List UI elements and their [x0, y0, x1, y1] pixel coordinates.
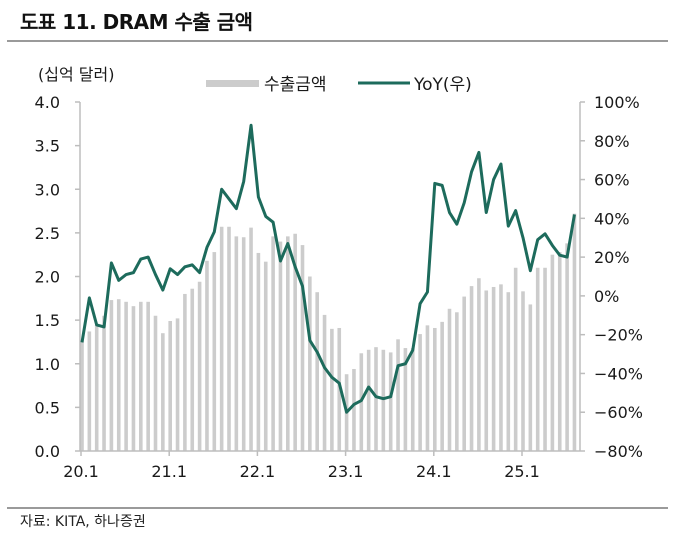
- bar: [507, 292, 511, 451]
- bar: [95, 324, 99, 451]
- bar: [264, 262, 268, 451]
- bar: [124, 302, 128, 451]
- bar: [411, 348, 415, 451]
- bar: [374, 347, 378, 451]
- bar: [426, 325, 430, 451]
- bar: [462, 297, 466, 451]
- chart: 0.0 0.5 1.0 1.5 2.0 2.5 3.0 3.5 4.0 −80% −60% −40% −…: [0, 0, 674, 500]
- bar: [220, 227, 224, 451]
- bar: [389, 352, 393, 451]
- bar: [536, 268, 540, 451]
- bar: [470, 286, 474, 451]
- bar: [279, 242, 283, 451]
- x-tick-label: 23.1: [328, 462, 364, 481]
- legend: 수출금액 YoY(우): [206, 75, 472, 95]
- legend-bar-label: 수출금액: [264, 75, 327, 95]
- y-left-tick-label: 3.0: [35, 180, 60, 199]
- bar: [213, 252, 217, 451]
- bar: [205, 261, 209, 451]
- bar: [323, 315, 327, 451]
- bar: [301, 245, 305, 451]
- x-tick-label: 20.1: [63, 462, 99, 481]
- y-left-tick-label: 0.5: [35, 398, 60, 417]
- y-right-tick-label: 60%: [594, 171, 630, 190]
- bar: [448, 309, 452, 451]
- bar: [88, 331, 92, 451]
- y-right-tick-label: −80%: [594, 442, 643, 461]
- bar: [440, 322, 444, 451]
- y-left-unit-label: (십억 달러): [38, 65, 114, 84]
- y-right-tick-label: 40%: [594, 209, 630, 228]
- bar: [484, 290, 488, 451]
- y-left-tick-label: 4.0: [35, 93, 60, 112]
- x-tick-label: 24.1: [416, 462, 452, 481]
- legend-bar-swatch: [206, 80, 259, 87]
- bar: [433, 328, 437, 451]
- bar: [543, 268, 547, 451]
- y-left-tick-label: 1.0: [35, 355, 60, 374]
- y-left-tick-label: 2.5: [35, 224, 60, 243]
- bar: [521, 291, 525, 451]
- y-right-tick-label: 80%: [594, 132, 630, 151]
- bar: [117, 299, 121, 451]
- x-tick-label: 21.1: [151, 462, 187, 481]
- bar: [249, 228, 253, 451]
- bar: [161, 333, 165, 451]
- bar: [235, 236, 239, 451]
- bar: [492, 287, 496, 451]
- bar: [352, 369, 356, 451]
- y-left-tick-label: 1.5: [35, 311, 60, 330]
- bar: [315, 292, 319, 451]
- bar: [176, 318, 180, 451]
- bar: [198, 282, 202, 451]
- bar: [271, 236, 275, 451]
- x-tick-label: 25.1: [504, 462, 540, 481]
- bar: [102, 316, 106, 451]
- bar: [330, 329, 334, 451]
- y-right-tick-label: 100%: [594, 93, 640, 112]
- bar-series: [80, 214, 576, 451]
- y-left-tick-label: 0.0: [35, 442, 60, 461]
- bar: [227, 227, 231, 451]
- y-right-tick-label: −40%: [594, 364, 643, 383]
- bar: [154, 316, 158, 451]
- bar: [529, 304, 533, 451]
- y-right-tick-label: −20%: [594, 326, 643, 345]
- legend-line-label: YoY(우): [413, 75, 472, 95]
- y-left-tick-label: 2.0: [35, 268, 60, 287]
- bar: [367, 350, 371, 451]
- bar: [168, 321, 172, 451]
- bar: [418, 334, 422, 451]
- y-right-tick-label: −60%: [594, 403, 643, 422]
- bar: [499, 284, 503, 451]
- bar: [257, 253, 261, 451]
- x-tick-label: 22.1: [240, 462, 276, 481]
- bar: [565, 243, 569, 451]
- bar: [573, 214, 577, 451]
- bar: [308, 277, 312, 452]
- source-note: 자료: KITA, 하나증권: [20, 498, 146, 546]
- bar: [558, 252, 562, 451]
- bar: [183, 294, 187, 451]
- bar: [514, 268, 518, 451]
- y-right-tick-label: 20%: [594, 248, 630, 267]
- bar: [396, 339, 400, 451]
- bar: [139, 302, 143, 451]
- bar: [382, 350, 386, 451]
- bar: [132, 306, 136, 451]
- bar: [455, 312, 459, 451]
- bar: [110, 300, 114, 451]
- bar: [477, 278, 481, 451]
- bar: [286, 236, 290, 451]
- bar: [242, 237, 246, 451]
- y-left-tick-label: 3.5: [35, 137, 60, 156]
- y-right-tick-label: 0%: [594, 287, 619, 306]
- bar: [190, 289, 194, 451]
- bar: [146, 302, 150, 451]
- bar: [551, 255, 555, 451]
